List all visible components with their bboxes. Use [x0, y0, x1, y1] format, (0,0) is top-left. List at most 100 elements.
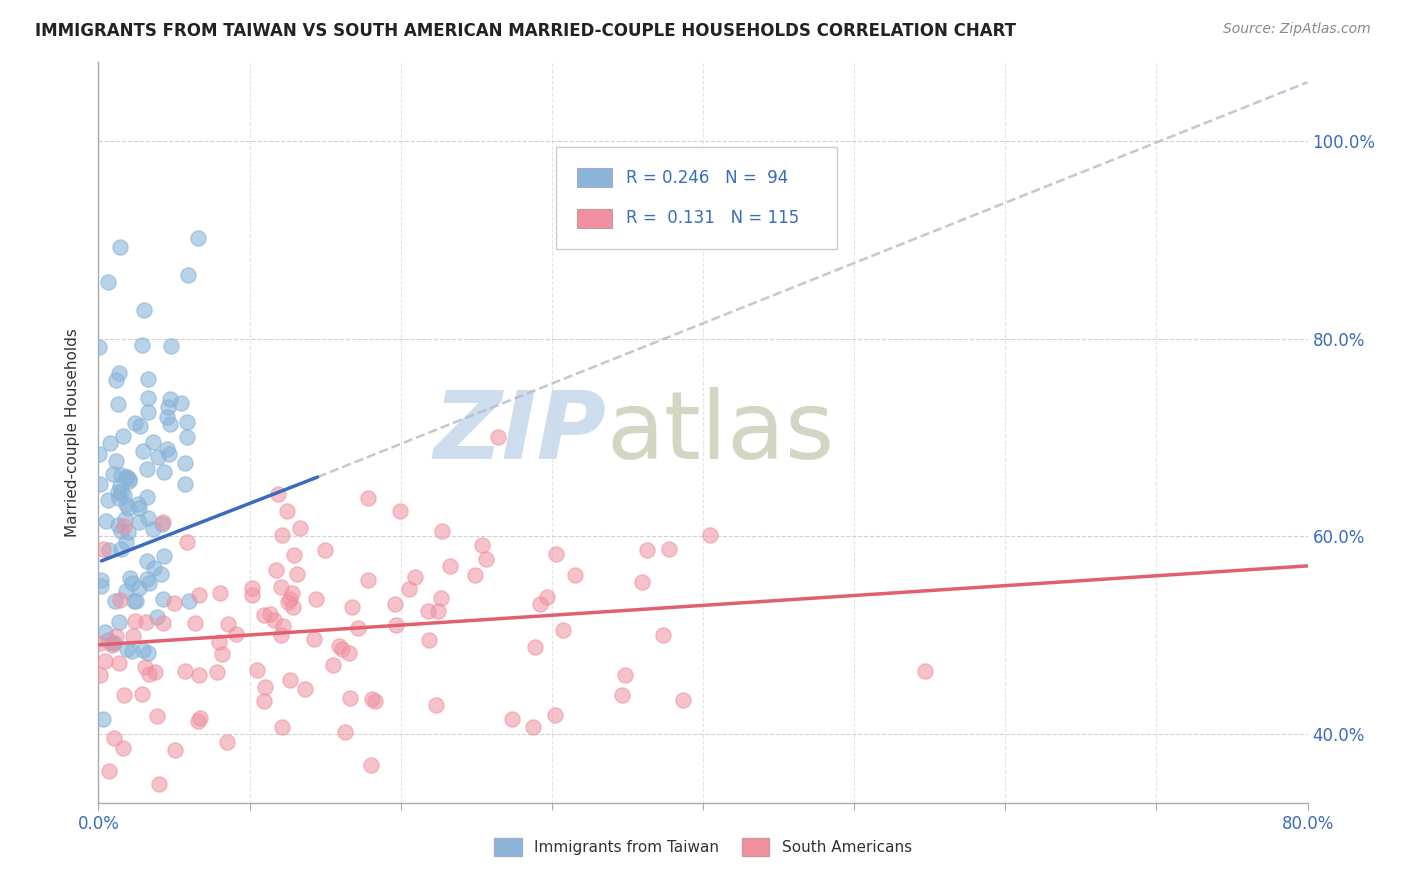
Point — [157, 400, 180, 414]
Point — [100, 638, 122, 652]
Point — [211, 647, 233, 661]
Point — [404, 570, 426, 584]
Point — [174, 456, 197, 470]
Point — [672, 692, 695, 706]
Point — [131, 338, 153, 352]
Point — [416, 604, 439, 618]
Point — [176, 430, 198, 444]
Point — [176, 535, 198, 549]
Point — [107, 484, 129, 499]
Point — [136, 461, 159, 475]
Point — [254, 680, 277, 694]
Point — [486, 430, 509, 444]
Point — [134, 303, 156, 318]
Point — [278, 592, 301, 607]
Point — [522, 720, 544, 734]
Point — [103, 731, 125, 745]
Point — [118, 571, 141, 585]
Point — [132, 643, 155, 657]
Text: Source: ZipAtlas.com: Source: ZipAtlas.com — [1223, 22, 1371, 37]
Point — [91, 712, 114, 726]
Point — [93, 542, 115, 557]
Point — [97, 764, 120, 778]
Point — [384, 597, 406, 611]
Y-axis label: Married-couple Households: Married-couple Households — [65, 328, 80, 537]
Point — [523, 640, 546, 655]
Point — [270, 528, 292, 542]
Point — [90, 579, 112, 593]
Point — [101, 636, 124, 650]
Point — [122, 630, 145, 644]
Point — [253, 694, 276, 708]
Point — [94, 654, 117, 668]
Point — [112, 519, 135, 533]
Point — [128, 501, 150, 516]
Point — [136, 572, 159, 586]
Point — [128, 516, 150, 530]
Point — [277, 595, 299, 609]
Point — [159, 392, 181, 406]
Text: atlas: atlas — [606, 386, 835, 479]
Point — [148, 777, 170, 791]
Point — [285, 566, 308, 581]
Point — [125, 594, 148, 608]
Point — [114, 511, 136, 525]
Point — [112, 428, 135, 442]
Point — [89, 636, 111, 650]
Point — [110, 468, 132, 483]
Point — [253, 608, 276, 623]
Point — [115, 535, 138, 549]
Point — [122, 594, 145, 608]
Point — [112, 688, 135, 702]
Point — [699, 528, 721, 542]
Point — [322, 657, 344, 672]
Point — [270, 580, 292, 594]
Point — [110, 479, 132, 493]
Point — [330, 642, 353, 657]
Point — [108, 240, 131, 254]
Point — [170, 395, 193, 409]
Point — [121, 576, 143, 591]
Point — [173, 664, 195, 678]
Point — [439, 559, 461, 574]
Point — [360, 692, 382, 706]
Point — [110, 524, 132, 538]
Point — [110, 485, 132, 500]
Point — [152, 549, 174, 563]
Point — [270, 628, 292, 642]
Point — [136, 372, 159, 386]
Point — [471, 538, 494, 552]
Point — [174, 476, 197, 491]
Point — [157, 447, 180, 461]
Point — [188, 668, 211, 682]
Point — [135, 490, 157, 504]
Point — [101, 467, 124, 482]
Point — [328, 639, 350, 653]
Point — [610, 688, 633, 702]
Point — [89, 477, 111, 491]
Point — [115, 469, 138, 483]
Point — [150, 517, 173, 532]
Text: IMMIGRANTS FROM TAIWAN VS SOUTH AMERICAN MARRIED-COUPLE HOUSEHOLDS CORRELATION C: IMMIGRANTS FROM TAIWAN VS SOUTH AMERICAN… — [35, 22, 1017, 40]
Point — [337, 646, 360, 660]
Point — [110, 541, 132, 556]
Point — [267, 487, 290, 501]
Point — [121, 644, 143, 658]
Point — [136, 646, 159, 660]
Point — [98, 543, 121, 558]
Point — [135, 615, 157, 629]
Point — [263, 613, 285, 627]
Point — [914, 665, 936, 679]
Point — [208, 635, 231, 649]
Point — [283, 548, 305, 562]
Point — [142, 434, 165, 449]
Point — [188, 710, 211, 724]
Point — [108, 491, 131, 505]
Point — [259, 607, 281, 622]
Point — [177, 594, 200, 608]
Point — [156, 442, 179, 457]
Point — [418, 632, 440, 647]
Point — [360, 757, 382, 772]
Point — [110, 593, 132, 607]
Point — [264, 563, 287, 577]
